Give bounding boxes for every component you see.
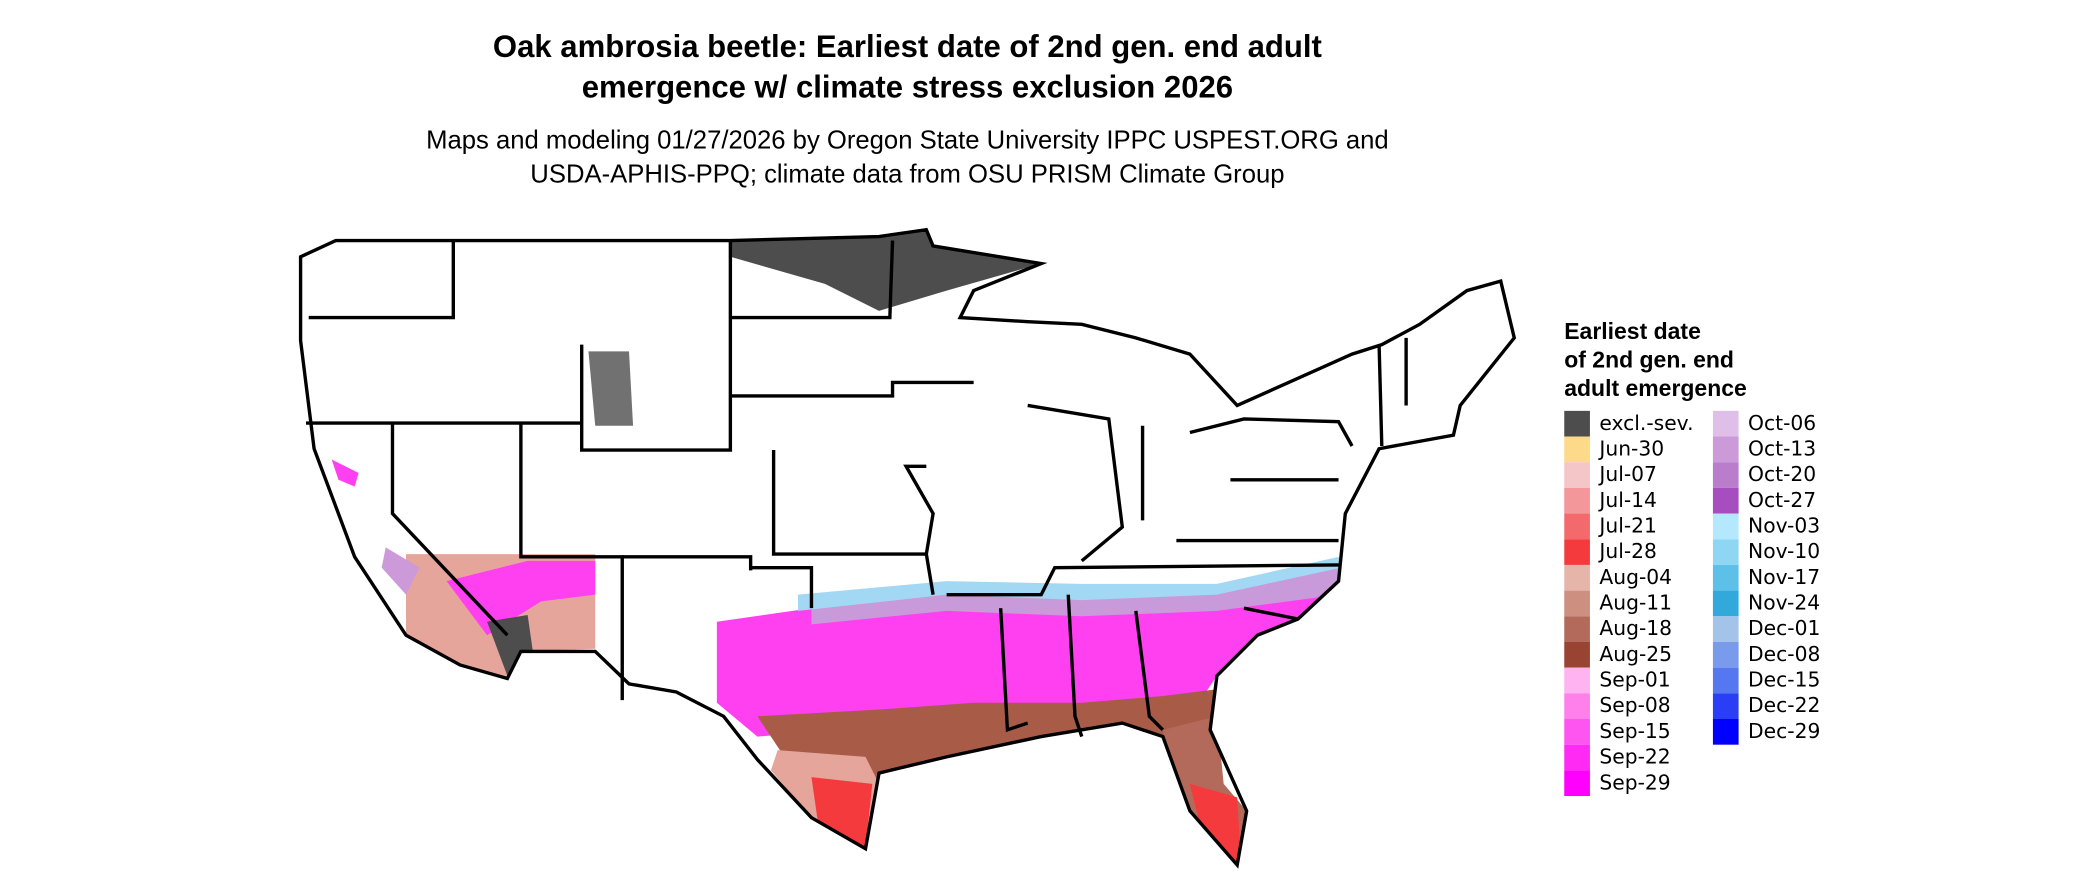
legend-swatch [1712,641,1739,668]
legend-swatch [1564,693,1590,720]
legend: Earliest date of 2nd gen. end adult emer… [1564,318,1820,797]
legend-label: Dec-15 [1748,668,1820,692]
legend-swatch [1712,436,1739,463]
legend-label: Nov-24 [1748,591,1820,615]
legend-label: Nov-10 [1748,539,1820,563]
legend-swatch [1564,744,1590,771]
legend-label: Jun-30 [1597,436,1664,460]
legend-title: of 2nd gen. end [1564,347,1734,373]
title: emergence w/ climate stress exclusion 20… [582,69,1233,104]
legend-label: Dec-01 [1748,616,1820,640]
legend-label: Sep-15 [1599,719,1670,743]
legend-swatch [1712,693,1739,720]
legend-label: Aug-25 [1599,642,1672,666]
legend-swatch [1564,616,1590,642]
legend-label: Oct-20 [1748,462,1816,486]
subtitle: Maps and modeling 01/27/2026 by Oregon S… [426,127,1389,155]
legend-swatch [1564,590,1590,617]
legend-swatch [1564,410,1590,437]
legend-label: Jul-14 [1597,488,1657,512]
legend-swatch [1564,719,1590,745]
legend-swatch [1564,539,1590,565]
legend-label: Oct-27 [1748,488,1816,512]
legend-label: Dec-08 [1748,642,1820,666]
legend-label: Nov-17 [1748,565,1820,589]
legend-label: Sep-29 [1599,770,1670,794]
legend-swatch [1712,564,1739,591]
legend-swatch [1564,462,1590,488]
title: Oak ambrosia beetle: Earliest date of 2n… [493,29,1322,64]
map-fill [331,229,1346,865]
legend-label: Sep-22 [1599,745,1670,769]
legend-label: Oct-13 [1748,436,1816,460]
legend-label: Jul-28 [1597,539,1657,563]
legend-label: Nov-03 [1748,513,1820,537]
legend-label: Dec-29 [1748,719,1820,743]
legend-swatch [1712,462,1739,488]
legend-label: Jul-07 [1597,462,1657,486]
legend-label: Oct-06 [1748,411,1816,435]
legend-swatch [1564,487,1590,514]
legend-label: Jul-21 [1597,513,1657,537]
legend-swatch [1712,513,1739,540]
legend-label: Aug-04 [1599,565,1672,589]
legend-title: adult emergence [1564,375,1747,401]
legend-swatch [1564,641,1590,668]
legend-swatch [1712,667,1739,694]
legend-swatch [1712,590,1739,617]
map [298,227,1517,869]
legend-label: Aug-11 [1599,591,1672,615]
legend-swatch [1564,513,1590,540]
subtitle: USDA-APHIS-PPQ; climate data from OSU PR… [530,160,1284,188]
legend-label: Sep-01 [1599,668,1670,692]
legend-swatch [1564,770,1590,797]
legend-label: excl.-sev. [1599,411,1693,435]
legend-swatch [1712,616,1739,642]
legend-label: Dec-22 [1748,693,1820,717]
legend-swatch [1712,539,1739,565]
legend-label: Aug-18 [1599,616,1672,640]
legend-swatch [1564,667,1590,694]
legend-title: Earliest date [1564,318,1701,344]
legend-swatch [1712,719,1739,745]
legend-swatch [1712,487,1739,514]
legend-swatch [1712,410,1739,437]
legend-label: Sep-08 [1599,693,1670,717]
us-land [300,229,1515,865]
legend-swatch [1564,564,1590,591]
legend-swatch [1564,436,1590,463]
